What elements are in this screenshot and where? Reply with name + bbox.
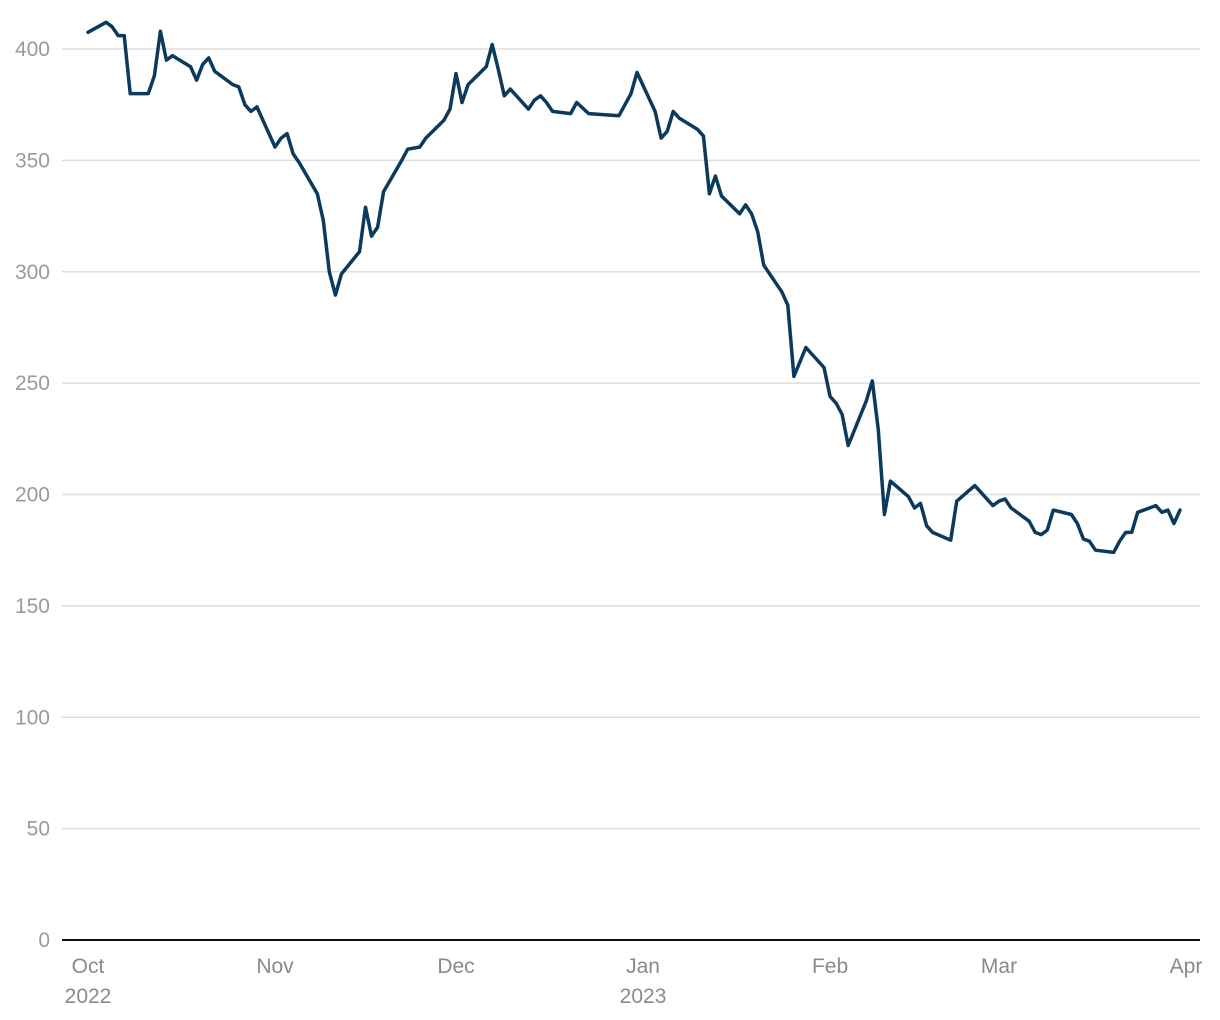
series-line-0 — [86, 20, 1182, 555]
y-tick-label: 200 — [15, 484, 50, 507]
x-tick-label: Nov — [256, 955, 294, 978]
x-tick-label: Oct — [72, 955, 105, 978]
x-tick-label: Apr — [1170, 955, 1203, 978]
y-tick-label: 350 — [15, 149, 50, 172]
x-tick-label: Feb — [812, 955, 848, 978]
x-tick-label: Jan — [626, 955, 660, 978]
y-tick-label: 100 — [15, 706, 50, 729]
y-tick-label: 250 — [15, 372, 50, 395]
y-tick-label: 50 — [27, 818, 50, 841]
x-tick-sublabel: 2022 — [65, 985, 112, 1008]
y-tick-label: 0 — [38, 929, 50, 952]
x-tick-sublabel: 2023 — [620, 985, 667, 1008]
y-tick-label: 400 — [15, 38, 50, 61]
y-axis-tick-labels: 0 50 100 150 200 250 300 350 400 — [15, 38, 50, 952]
x-tick-label: Mar — [981, 955, 1017, 978]
y-gridlines — [62, 48, 1200, 830]
x-axis-tick-labels: Oct 2022 Nov Dec Jan 2023 Feb Mar Apr — [65, 955, 1203, 1008]
y-tick-label: 300 — [15, 261, 50, 284]
series-group — [86, 20, 1182, 555]
x-tick-label: Dec — [437, 955, 474, 978]
y-tick-label: 150 — [15, 595, 50, 618]
